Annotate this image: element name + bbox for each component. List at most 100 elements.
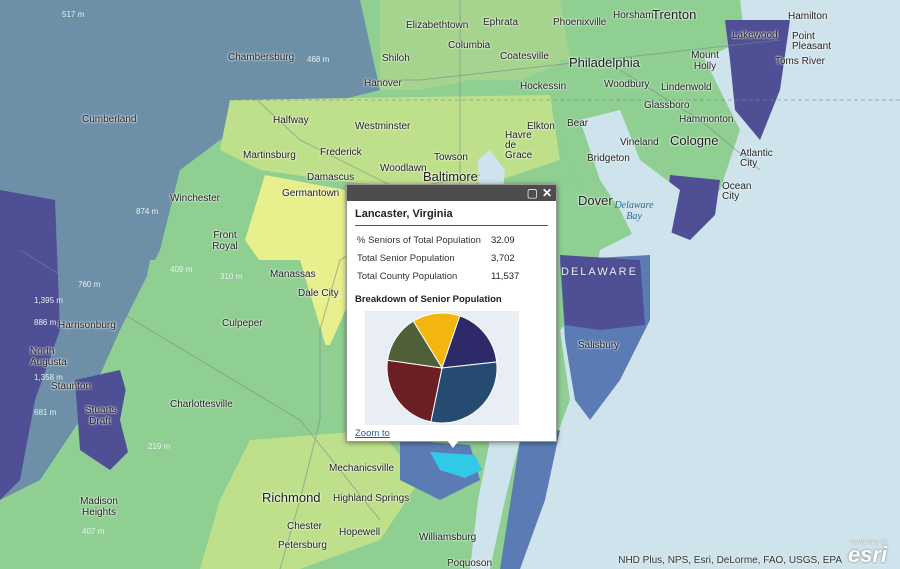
attribute-label: % Seniors of Total Population	[357, 235, 481, 246]
elevation-label: 310 m	[220, 272, 243, 281]
attribute-row: Total County Population 11,537	[355, 268, 523, 286]
place-label: Atlantic City	[740, 148, 773, 169]
zoom-to-link[interactable]: Zoom to	[355, 428, 390, 439]
place-label: Hammonton	[679, 114, 734, 125]
highlighted-county	[430, 452, 482, 478]
close-icon[interactable]: ✕	[541, 186, 552, 200]
attribute-label: Total County Population	[357, 271, 458, 282]
place-label: Columbia	[448, 40, 491, 51]
place-label: North Augusta	[30, 346, 67, 368]
elevation-label: 407 m	[82, 527, 105, 536]
elevation-label: 409 m	[170, 265, 193, 274]
region-eastern-shore-va	[500, 430, 560, 569]
elevation-label: 517 m	[62, 10, 85, 19]
place-label: Coatesville	[500, 51, 549, 62]
place-label: Glassboro	[644, 100, 690, 111]
attribute-row: Total Senior Population 3,702	[355, 250, 523, 268]
place-label: Front Royal	[212, 230, 238, 252]
place-label: Dover	[578, 193, 613, 208]
attribute-value: 3,702	[490, 253, 515, 264]
place-label: Staunton	[51, 381, 92, 392]
pie-slice[interactable]	[386, 359, 443, 423]
attribute-value: 32.09	[490, 235, 515, 246]
chart-title: Breakdown of Senior Population	[355, 294, 502, 305]
region-pennsylvania-south	[380, 0, 570, 90]
place-label: Mount Holly	[691, 50, 719, 72]
place-label: Petersburg	[278, 540, 327, 551]
place-label: Mechanicsville	[329, 463, 395, 474]
esri-wordmark: esri	[848, 542, 888, 567]
region-maryland	[220, 95, 560, 190]
place-label: Elizabethtown	[406, 20, 469, 31]
place-label: Woodlawn	[380, 163, 427, 174]
place-label: Highland Springs	[333, 493, 410, 504]
place-label: Vineland	[620, 137, 659, 148]
place-label: Charlottesville	[170, 399, 233, 410]
water-label: Delaware Bay	[614, 200, 654, 222]
elevation-label: 1,395 m	[34, 296, 63, 305]
pie-chart-container	[365, 311, 519, 425]
place-label: Trenton	[652, 7, 697, 22]
place-label: Dale City	[298, 288, 339, 299]
attribute-table: % Seniors of Total Population 32.09 Tota…	[355, 232, 523, 286]
place-label: Damascus	[307, 172, 355, 183]
place-label: Hockessin	[520, 81, 567, 92]
place-label: Hanover	[364, 78, 402, 89]
attribute-value: 11,537	[490, 271, 520, 282]
place-label: Elkton	[527, 121, 555, 132]
place-label: Toms River	[775, 56, 826, 67]
place-label: Woodbury	[604, 79, 650, 90]
place-label: Winchester	[170, 193, 221, 204]
place-label: Philadelphia	[569, 55, 640, 70]
place-label: Richmond	[262, 490, 321, 505]
place-label: Bridgeton	[587, 153, 630, 164]
place-label: Hopewell	[339, 527, 381, 538]
place-label: Cologne	[670, 133, 719, 148]
place-label: Westminster	[355, 121, 411, 132]
place-label: Lindenwold	[661, 82, 712, 93]
pie-chart[interactable]	[365, 311, 519, 425]
region-delaware	[560, 255, 645, 330]
region-west-mountains	[0, 0, 380, 500]
popup-pointer	[447, 440, 459, 448]
region-dark-west	[0, 190, 60, 500]
delaware-bay	[580, 110, 680, 250]
pie-slice[interactable]	[441, 315, 498, 369]
attribute-label: Total Senior Population	[357, 253, 455, 264]
place-label: Bear	[567, 118, 589, 129]
elevation-label: 219 m	[148, 442, 171, 451]
pie-slice[interactable]	[386, 320, 443, 369]
elevation-label: 886 m	[34, 318, 57, 327]
place-label: Stuarts Draft	[85, 405, 117, 427]
elevation-label: 468 m	[307, 55, 330, 64]
state-label: DELAWARE	[561, 266, 638, 278]
map-attribution: NHD Plus, NPS, Esri, DeLorme, FAO, USGS,…	[618, 555, 842, 566]
place-label: Salisbury	[578, 340, 620, 351]
esri-logo[interactable]: POWERED BY esri	[848, 540, 896, 567]
place-label: Chambersburg	[228, 52, 295, 63]
region-dark-west2	[75, 370, 140, 470]
place-label: Poquoson	[447, 558, 493, 569]
place-label: Shiloh	[382, 53, 410, 64]
place-label: Manassas	[270, 269, 316, 280]
pie-slice[interactable]	[430, 361, 498, 424]
region-nj-coast	[725, 20, 790, 140]
place-label: Towson	[434, 152, 468, 163]
place-label: Halfway	[273, 115, 309, 126]
place-label: Williamsburg	[419, 532, 477, 543]
place-label: Culpeper	[222, 318, 263, 329]
maximize-icon[interactable]: ▢	[526, 186, 538, 200]
place-label: Ephrata	[483, 17, 519, 28]
elevation-label: 874 m	[136, 207, 159, 216]
place-label: Chester	[287, 521, 323, 532]
place-label: Phoenixville	[553, 17, 607, 28]
attribute-row: % Seniors of Total Population 32.09	[355, 232, 523, 250]
place-label: Harrisonburg	[58, 320, 116, 331]
elevation-label: 1,358 m	[34, 373, 63, 382]
place-label: Baltimore	[423, 169, 478, 184]
place-label: Havre de Grace	[505, 130, 533, 161]
place-label: Madison Heights	[80, 496, 118, 518]
place-label: Frederick	[320, 147, 362, 158]
place-label: Hamilton	[788, 11, 828, 22]
